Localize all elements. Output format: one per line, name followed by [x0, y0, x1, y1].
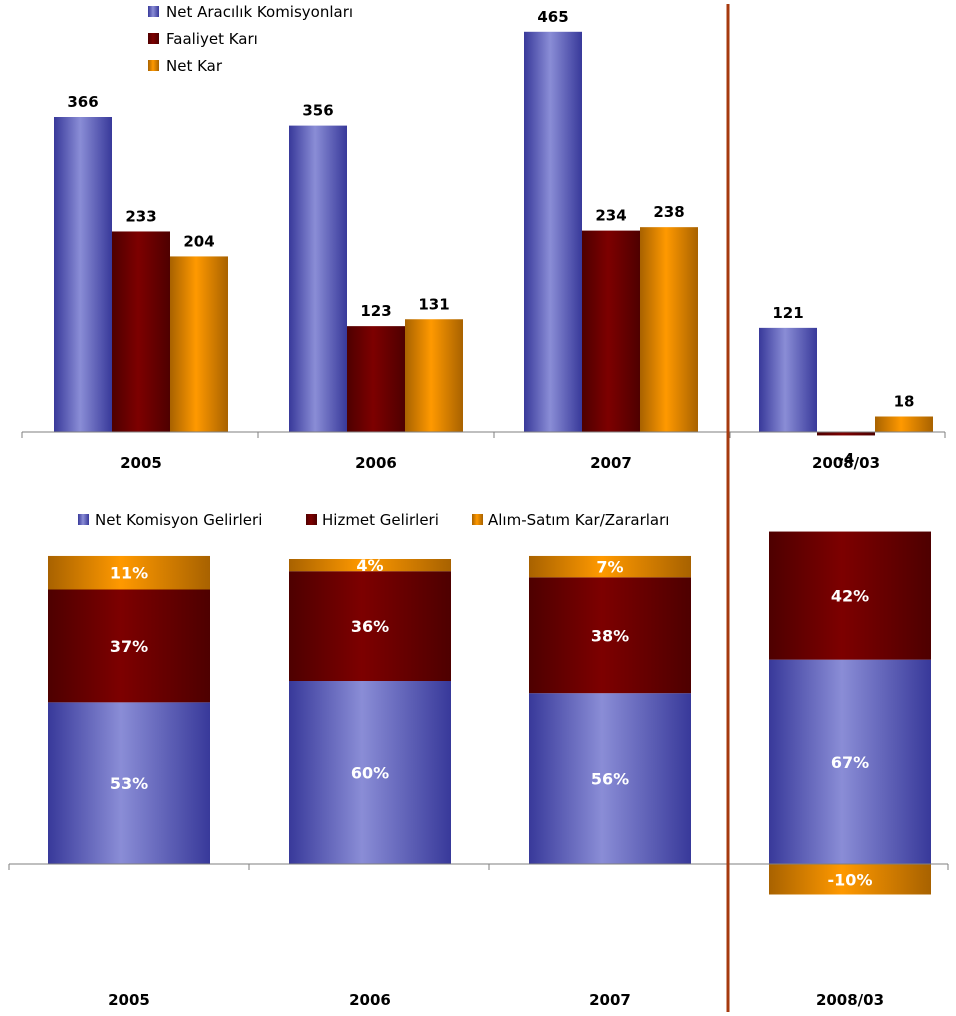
stack-al-m-sat-m-kar-zararlar-2008-03 — [769, 864, 931, 895]
bar-net-arac-l-k-komisyonlar-2005 — [54, 117, 112, 432]
legend-label-hizmet-gelirleri: Hizmet Gelirleri — [322, 511, 439, 529]
stack-label-hizmet-gelirleri-2005: 37% — [110, 637, 148, 656]
stack-label-hizmet-gelirleri-2008-03: 42% — [831, 587, 869, 606]
stack-label-al-m-sat-m-kar-zararlar-2005: 11% — [110, 564, 148, 583]
stack-label-al-m-sat-m-kar-zararlar-2008-03: -10% — [828, 870, 873, 889]
stack-hizmet-gelirleri-2005 — [48, 589, 210, 703]
legend-label-faaliyet-kar: Faaliyet Karı — [166, 30, 258, 48]
stack-net-komisyon-gelirleri-2007 — [529, 693, 691, 864]
legend-swatch-al-m-sat-m-kar-zararlar — [472, 514, 483, 525]
value-label-faaliyet-kar-2005: 233 — [125, 207, 156, 225]
bottom-tick-label-2008-03: 2008/03 — [816, 991, 884, 1009]
top-bar-chart: Net Aracılık Komisyonları Faaliyet Karı Ne… — [21, 3, 946, 472]
bar-faaliyet-kar-2007 — [582, 230, 640, 432]
legend-swatch-net-komisyon-gelirleri — [78, 514, 89, 525]
stack-net-komisyon-gelirleri-2008-03 — [769, 659, 931, 864]
top-chart-value-labels: 366 356 465 121 233 123 234 -4 204 131 238 18 — [67, 8, 914, 468]
top-tick-label-2006: 2006 — [355, 454, 397, 472]
bottom-stacked-chart: Net Komisyon Gelirleri Hizmet Gelirleri Al… — [8, 511, 949, 1009]
stack-al-m-sat-m-kar-zararlar-2007 — [529, 555, 691, 578]
bar-net-kar-2006 — [405, 319, 463, 432]
stack-label-al-m-sat-m-kar-zararlar-2006: 4% — [356, 556, 383, 575]
bottom-chart-bars — [48, 531, 931, 895]
top-tick-label-2005: 2005 — [120, 454, 162, 472]
stack-label-hizmet-gelirleri-2007: 38% — [591, 626, 629, 645]
value-label-net-kar-2005: 204 — [183, 232, 214, 250]
top-chart-legend: Net Aracılık Komisyonları Faaliyet Karı Ne… — [148, 3, 353, 75]
legend-label-net-komisyon-gelirleri: Net Komisyon Gelirleri — [95, 511, 262, 529]
bottom-tick-label-2005: 2005 — [108, 991, 150, 1009]
bottom-chart-x-axis: 2005 2006 2007 2008/03 — [8, 863, 949, 1009]
legend-swatch-net-arac-l-k-komisyonlar — [148, 6, 159, 17]
stack-label-hizmet-gelirleri-2006: 36% — [351, 617, 389, 636]
top-chart-x-axis: 2005 2006 2007 2008/03 — [21, 431, 946, 472]
bar-net-arac-l-k-komisyonlar-2006 — [289, 125, 347, 432]
value-label-net-kar-2008-03: 18 — [894, 393, 915, 411]
value-label-net-arac-l-k-komisyonlar-2006: 356 — [302, 102, 333, 120]
stack-net-komisyon-gelirleri-2005 — [48, 702, 210, 864]
bar-faaliyet-kar-2006 — [347, 326, 405, 432]
legend-swatch-hizmet-gelirleri — [306, 514, 317, 525]
stack-label-al-m-sat-m-kar-zararlar-2007: 7% — [596, 558, 623, 577]
top-chart-bars — [54, 31, 933, 436]
value-label-net-kar-2007: 238 — [653, 203, 684, 221]
value-label-faaliyet-kar-2008-03: -4 — [838, 450, 855, 468]
stack-label-net-komisyon-gelirleri-2006: 60% — [351, 764, 389, 783]
bar-net-arac-l-k-komisyonlar-2008-03 — [759, 327, 817, 432]
stack-net-komisyon-gelirleri-2006 — [289, 681, 451, 864]
legend-label-net-arac-l-k-komisyonlar: Net Aracılık Komisyonları — [166, 3, 353, 21]
bottom-tick-label-2007: 2007 — [589, 991, 631, 1009]
bottom-chart-legend: Net Komisyon Gelirleri Hizmet Gelirleri Al… — [78, 511, 669, 529]
bottom-tick-label-2006: 2006 — [349, 991, 391, 1009]
top-tick-label-2008-03: 2008/03 — [812, 454, 880, 472]
stack-label-net-komisyon-gelirleri-2005: 53% — [110, 774, 148, 793]
value-label-net-arac-l-k-komisyonlar-2005: 366 — [67, 93, 98, 111]
value-label-faaliyet-kar-2007: 234 — [595, 207, 626, 225]
stack-hizmet-gelirleri-2008-03 — [769, 531, 931, 660]
stack-hizmet-gelirleri-2007 — [529, 577, 691, 694]
legend-label-net-kar: Net Kar — [166, 57, 223, 75]
value-label-net-arac-l-k-komisyonlar-2007: 465 — [537, 8, 568, 26]
value-label-net-arac-l-k-komisyonlar-2008-03: 121 — [772, 304, 803, 322]
value-label-net-kar-2006: 131 — [418, 295, 449, 313]
stack-label-net-komisyon-gelirleri-2008-03: 67% — [831, 753, 869, 772]
stack-al-m-sat-m-kar-zararlar-2006 — [289, 559, 451, 572]
legend-swatch-net-kar — [148, 60, 159, 71]
legend-label-al-m-sat-m-kar-zararlar: Alım-Satım Kar/Zararları — [488, 511, 669, 529]
bar-net-kar-2007 — [640, 227, 698, 432]
bar-faaliyet-kar-2008-03 — [817, 432, 875, 436]
stack-hizmet-gelirleri-2006 — [289, 571, 451, 681]
stack-label-net-komisyon-gelirleri-2007: 56% — [591, 770, 629, 789]
bar-net-kar-2008-03 — [875, 416, 933, 432]
bottom-chart-value-labels: 53% 37% 11% 60% 36% 4% 56% 38% 7% 67% 42% -10% — [110, 556, 873, 889]
top-tick-label-2007: 2007 — [590, 454, 632, 472]
bar-net-arac-l-k-komisyonlar-2007 — [524, 31, 582, 433]
value-label-faaliyet-kar-2006: 123 — [360, 302, 391, 320]
bar-net-kar-2005 — [170, 256, 228, 432]
bar-faaliyet-kar-2005 — [112, 231, 170, 432]
legend-swatch-faaliyet-kar — [148, 33, 159, 44]
stack-al-m-sat-m-kar-zararlar-2005 — [48, 555, 210, 590]
